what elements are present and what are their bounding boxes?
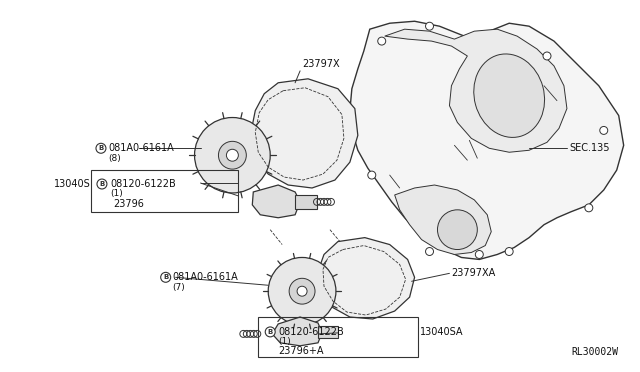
Text: 08120-6122B: 08120-6122B (110, 179, 175, 189)
Text: 081A0-6161A: 081A0-6161A (173, 272, 238, 282)
Polygon shape (272, 317, 322, 346)
Text: B: B (268, 329, 273, 335)
Bar (318, 326, 338, 338)
Text: 23796: 23796 (113, 199, 144, 209)
Circle shape (265, 327, 275, 337)
Text: 13040SA: 13040SA (420, 327, 463, 337)
Polygon shape (395, 185, 492, 254)
Circle shape (585, 204, 593, 212)
Circle shape (426, 247, 433, 256)
Circle shape (195, 118, 270, 193)
Text: 081A0-6161A: 081A0-6161A (108, 143, 173, 153)
Circle shape (289, 278, 315, 304)
Circle shape (218, 141, 246, 169)
Text: (7): (7) (173, 283, 186, 292)
Text: 08120-6122B: 08120-6122B (278, 327, 344, 337)
Circle shape (297, 286, 307, 296)
Circle shape (161, 272, 171, 282)
Bar (91, 170, 238, 212)
Text: 13040S: 13040S (54, 179, 91, 189)
Polygon shape (318, 238, 415, 319)
Circle shape (227, 149, 238, 161)
Text: B: B (163, 274, 168, 280)
Text: (1): (1) (110, 189, 123, 198)
Circle shape (505, 247, 513, 256)
Circle shape (96, 143, 106, 153)
Text: (8): (8) (108, 154, 121, 163)
Polygon shape (250, 79, 358, 188)
Polygon shape (252, 185, 300, 218)
Text: 23797XA: 23797XA (451, 268, 495, 278)
Circle shape (543, 52, 551, 60)
Circle shape (438, 210, 477, 250)
Circle shape (600, 126, 608, 134)
Circle shape (378, 37, 386, 45)
Bar (295, 195, 317, 209)
Text: RL30002W: RL30002W (572, 347, 619, 357)
Circle shape (476, 250, 483, 259)
Bar (259, 317, 417, 357)
Polygon shape (350, 21, 623, 259)
Ellipse shape (474, 54, 545, 137)
Circle shape (368, 171, 376, 179)
Text: 23796+A: 23796+A (278, 346, 324, 356)
Text: B: B (99, 145, 104, 151)
Text: SEC.135: SEC.135 (569, 143, 609, 153)
Text: B: B (99, 181, 104, 187)
Polygon shape (385, 29, 567, 152)
Text: (1): (1) (278, 337, 291, 346)
Circle shape (426, 22, 433, 30)
Circle shape (268, 257, 336, 325)
Text: 23797X: 23797X (302, 59, 340, 69)
Circle shape (97, 179, 107, 189)
